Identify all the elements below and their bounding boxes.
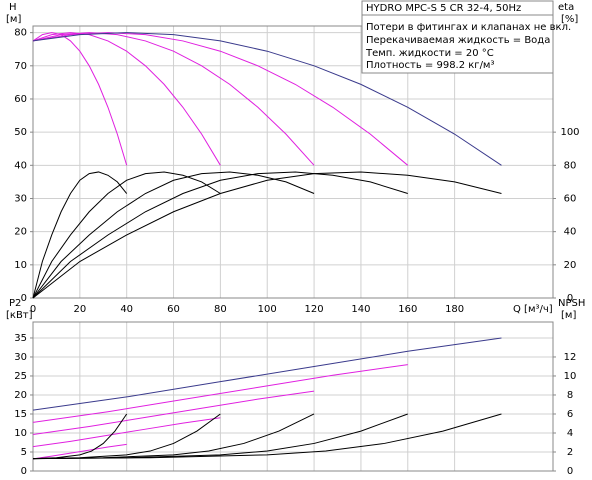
y2-axis-unit: [%] — [561, 14, 578, 25]
x-tick-label: 80 — [214, 304, 227, 315]
x-tick-label: 60 — [167, 304, 180, 315]
y-tick-label: 0 — [21, 293, 27, 304]
x-tick-label: 20 — [73, 304, 86, 315]
y2-tick-label: 6 — [567, 409, 573, 420]
y-axis-unit: [кВт] — [6, 310, 33, 321]
y2-axis-label: NPSH — [558, 298, 585, 309]
y2-tick-label: 80 — [564, 160, 577, 171]
y-axis-label: H — [9, 2, 17, 13]
y2-tick-label: 100 — [560, 127, 579, 138]
y2-tick-label: 2 — [567, 447, 573, 458]
y-tick-label: 15 — [14, 409, 27, 420]
y-tick-label: 25 — [14, 371, 27, 382]
curve — [32, 364, 408, 423]
y-tick-label: 30 — [14, 352, 27, 363]
y-tick-label: 60 — [14, 94, 27, 105]
curve — [32, 443, 127, 460]
y-tick-label: 10 — [14, 260, 27, 271]
y2-tick-label: 12 — [564, 352, 577, 363]
y-tick-label: 10 — [14, 428, 27, 439]
plot-frame — [32, 321, 554, 472]
x-tick-label: 140 — [351, 304, 370, 315]
y-tick-label: 80 — [14, 28, 27, 39]
x-tick-label: 160 — [398, 304, 417, 315]
bottom-panel: 0 5 10 15 20 25 30 35 0 2 4 6 8 10 12 P2[кВт] NPSH[м] — [6, 298, 585, 477]
y2-tick-label: 10 — [564, 371, 577, 382]
x-axis-label: Q [м³/ч] — [513, 304, 553, 315]
curve — [32, 171, 408, 299]
y2-tick-label: 4 — [567, 428, 573, 439]
info-box: HYDRO MPC-S 5 CR 32-4, 50Hz Потери в фит… — [361, 0, 571, 74]
y2-tick-label: 40 — [564, 227, 577, 238]
x-tick-label: 180 — [445, 304, 464, 315]
curve — [32, 390, 315, 436]
y2-axis-label: eta — [558, 2, 574, 13]
info-line: Плотность = 998.2 кг/м³ — [366, 60, 495, 71]
y2-tick-label: 60 — [564, 193, 577, 204]
curve — [32, 171, 221, 299]
plot-frame — [32, 25, 554, 299]
x-tick-label: 0 — [30, 304, 36, 315]
y-axis-unit: [м] — [6, 14, 21, 25]
y2-axis-unit: [м] — [561, 310, 576, 321]
info-title: HYDRO MPC-S 5 CR 32-4, 50Hz — [366, 3, 521, 14]
y-axis-label: P2 — [9, 298, 21, 309]
curve — [32, 413, 502, 460]
info-line: Перекачиваемая жидкость = Вода — [366, 35, 550, 46]
y-tick-label: 20 — [14, 390, 27, 401]
curve — [32, 32, 128, 166]
info-line: Темп. жидкости = 20 °C — [365, 48, 494, 59]
curve — [32, 171, 315, 299]
info-line: Потери в фитингах и клапанах не вкл. — [366, 22, 571, 33]
curve — [32, 171, 128, 299]
curve — [32, 337, 502, 411]
x-tick-label: 40 — [120, 304, 133, 315]
y-tick-label: 35 — [14, 333, 27, 344]
y-tick-label: 30 — [14, 193, 27, 204]
curve — [32, 417, 221, 448]
y-tick-label: 5 — [21, 447, 27, 458]
x-tick-label: 100 — [258, 304, 277, 315]
y2-tick-label: 0 — [567, 466, 573, 477]
y2-tick-label: 20 — [564, 260, 577, 271]
curve — [32, 32, 502, 166]
y2-tick-label: 8 — [567, 390, 573, 401]
y-tick-label: 0 — [21, 466, 27, 477]
x-tick-label: 120 — [305, 304, 324, 315]
curve — [32, 171, 502, 299]
y-tick-label: 20 — [14, 227, 27, 238]
y-tick-label: 50 — [14, 127, 27, 138]
info-frame — [361, 0, 554, 74]
y-tick-label: 70 — [14, 61, 27, 72]
y-tick-label: 40 — [14, 160, 27, 171]
curve — [32, 32, 221, 166]
y2-tick-label: 0 — [567, 293, 573, 304]
curve — [32, 32, 315, 166]
curve — [32, 32, 409, 166]
